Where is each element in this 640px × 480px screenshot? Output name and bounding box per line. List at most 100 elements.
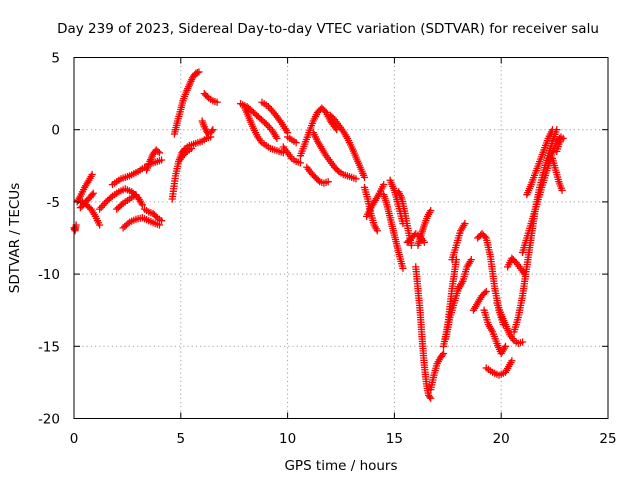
series-t42: [482, 357, 516, 379]
data-point: [508, 357, 516, 365]
data-point: [157, 156, 166, 164]
data-points: [70, 68, 567, 402]
series-t20: [279, 143, 305, 167]
data-point: [154, 147, 162, 155]
x-tick-label: 20: [493, 431, 510, 447]
series-t11: [145, 156, 166, 168]
data-point: [558, 186, 566, 194]
y-tick-label: -20: [38, 412, 60, 428]
x-tick-label: 15: [386, 431, 403, 447]
data-point: [324, 178, 332, 186]
series-t49: [553, 134, 567, 155]
data-point: [124, 219, 132, 228]
series-t21: [284, 133, 300, 147]
data-point: [192, 69, 200, 77]
series-t38: [454, 256, 475, 293]
axis-ticks: 0 5 10 15 20 25 5 0 -5 -10 -15 -20: [38, 51, 617, 448]
series-t1: [70, 221, 80, 235]
series-t33: [414, 206, 435, 249]
data-point: [427, 206, 435, 215]
data-point: [117, 201, 126, 209]
x-tick-label: 25: [599, 431, 616, 447]
data-point: [482, 287, 490, 296]
y-tick-label: -5: [47, 195, 60, 211]
series-t19: [258, 98, 292, 137]
series-t23: [303, 163, 332, 187]
data-point: [427, 394, 435, 402]
x-tick-label: 5: [177, 431, 186, 447]
data-point: [276, 117, 284, 125]
data-point: [438, 351, 447, 359]
series-t47: [523, 126, 557, 199]
data-point: [380, 180, 388, 189]
data-point: [88, 170, 96, 179]
data-point: [157, 217, 166, 225]
data-point: [518, 338, 527, 346]
series-t14: [175, 144, 196, 166]
series-t6: [113, 191, 140, 213]
data-point: [132, 191, 140, 199]
series-t41: [480, 306, 510, 358]
x-tick-label: 0: [70, 431, 79, 447]
data-point: [261, 118, 269, 127]
series-t18: [241, 104, 287, 157]
plot-frame: [73, 57, 609, 419]
data-point: [548, 126, 557, 134]
series-t32: [412, 263, 435, 402]
y-tick-label: -15: [38, 339, 60, 355]
y-tick-label: 5: [51, 51, 60, 67]
data-point: [559, 134, 567, 142]
data-point: [292, 139, 300, 147]
data-point: [193, 69, 201, 77]
series-t4: [74, 196, 104, 229]
grid-lines: [74, 57, 608, 419]
data-point: [399, 264, 407, 272]
data-point: [296, 159, 305, 167]
data-point: [138, 201, 146, 209]
data-point: [352, 175, 360, 183]
data-point: [360, 173, 369, 181]
series-t30: [395, 188, 416, 249]
series-t9: [108, 163, 149, 189]
data-point: [213, 98, 221, 106]
series-t8: [140, 205, 166, 225]
series-t48: [548, 154, 566, 194]
series-t45: [504, 254, 529, 278]
y-tick-label: -10: [38, 267, 60, 283]
data-point: [321, 107, 329, 115]
data-point: [426, 393, 434, 401]
y-tick-label: 0: [51, 123, 60, 139]
series-t39: [469, 287, 490, 314]
series-t16: [200, 90, 221, 106]
series-t13: [170, 68, 203, 138]
data-point: [481, 289, 489, 297]
data-point: [208, 127, 216, 135]
x-axis-label: GPS time / hours: [284, 458, 397, 474]
data-point: [187, 144, 196, 153]
y-axis-label: SDTVAR / TECUs: [7, 183, 23, 293]
data-point: [88, 191, 96, 199]
data-point: [461, 219, 469, 228]
series-t27: [363, 180, 388, 220]
data-point: [501, 342, 510, 350]
data-point: [96, 221, 104, 229]
chart-title: Day 239 of 2023, Sidereal Day-to-day VTE…: [57, 21, 599, 37]
data-point: [481, 232, 489, 241]
data-point: [467, 256, 475, 264]
series-t37: [448, 219, 469, 264]
data-point: [407, 241, 416, 249]
series-t28: [380, 191, 407, 272]
data-point: [273, 134, 281, 142]
series-t25: [326, 111, 369, 181]
series-t15: [198, 117, 217, 138]
x-tick-label: 10: [279, 431, 296, 447]
series-t24: [309, 128, 360, 183]
series-t17: [237, 100, 281, 142]
series-t34: [427, 349, 448, 394]
series-t43: [493, 299, 527, 348]
data-point: [155, 149, 164, 157]
series-t7: [119, 214, 164, 232]
data-point: [521, 270, 529, 278]
data-point: [420, 238, 428, 246]
